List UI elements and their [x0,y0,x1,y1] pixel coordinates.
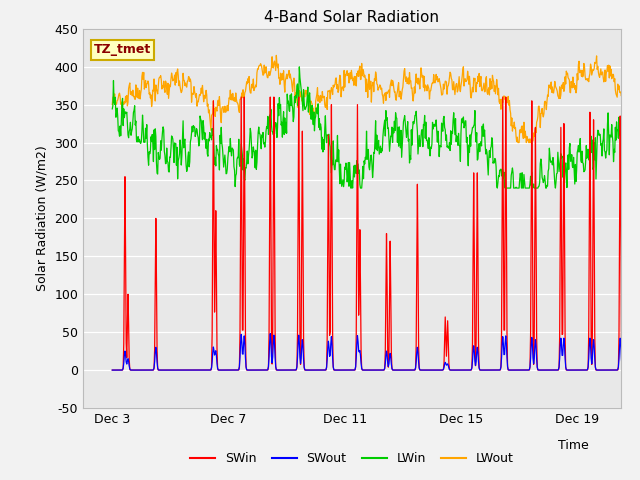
SWout [266,331,274,336]
Y-axis label: Solar Radiation (W/m2): Solar Radiation (W/m2) [36,145,49,291]
LWin [108,106,116,112]
LWout [631,108,639,114]
SWout [180,367,188,373]
LWout [299,98,307,104]
SWout [532,337,540,343]
LWin [631,143,639,148]
LWin [406,160,413,166]
SWin [406,367,413,373]
SWin [631,367,639,373]
Line: SWout: SWout [112,334,635,370]
LWout [327,89,335,95]
SWin [175,367,183,373]
SWin [300,335,307,341]
SWout [108,367,116,373]
Line: LWin: LWin [112,67,635,188]
LWin [127,132,135,138]
SWin [232,367,239,373]
SWin [237,94,245,100]
SWout [300,356,307,362]
LWin [347,185,355,191]
LWin [231,184,239,190]
Line: LWout: LWout [112,55,635,143]
LWout [231,98,239,104]
Line: SWin: SWin [112,97,635,370]
SWout [406,367,413,373]
LWin [327,161,335,167]
Text: Time: Time [558,439,589,452]
LWout [108,102,116,108]
SWin [328,102,335,108]
Text: TZ_tmet: TZ_tmet [94,44,151,57]
LWin [299,108,307,113]
SWout [127,367,135,373]
LWout [514,140,522,145]
LWout [273,52,280,58]
SWout [328,334,335,339]
LWout [405,81,413,87]
SWout [232,367,239,373]
Title: 4-Band Solar Radiation: 4-Band Solar Radiation [264,10,440,25]
LWin [532,185,540,191]
LWin [296,64,303,70]
SWin [127,367,135,373]
LWout [127,89,135,95]
SWin [108,367,116,373]
SWin [532,124,540,130]
LWout [532,125,540,131]
SWout [631,367,639,373]
Legend: SWin, SWout, LWin, LWout: SWin, SWout, LWin, LWout [185,447,519,470]
